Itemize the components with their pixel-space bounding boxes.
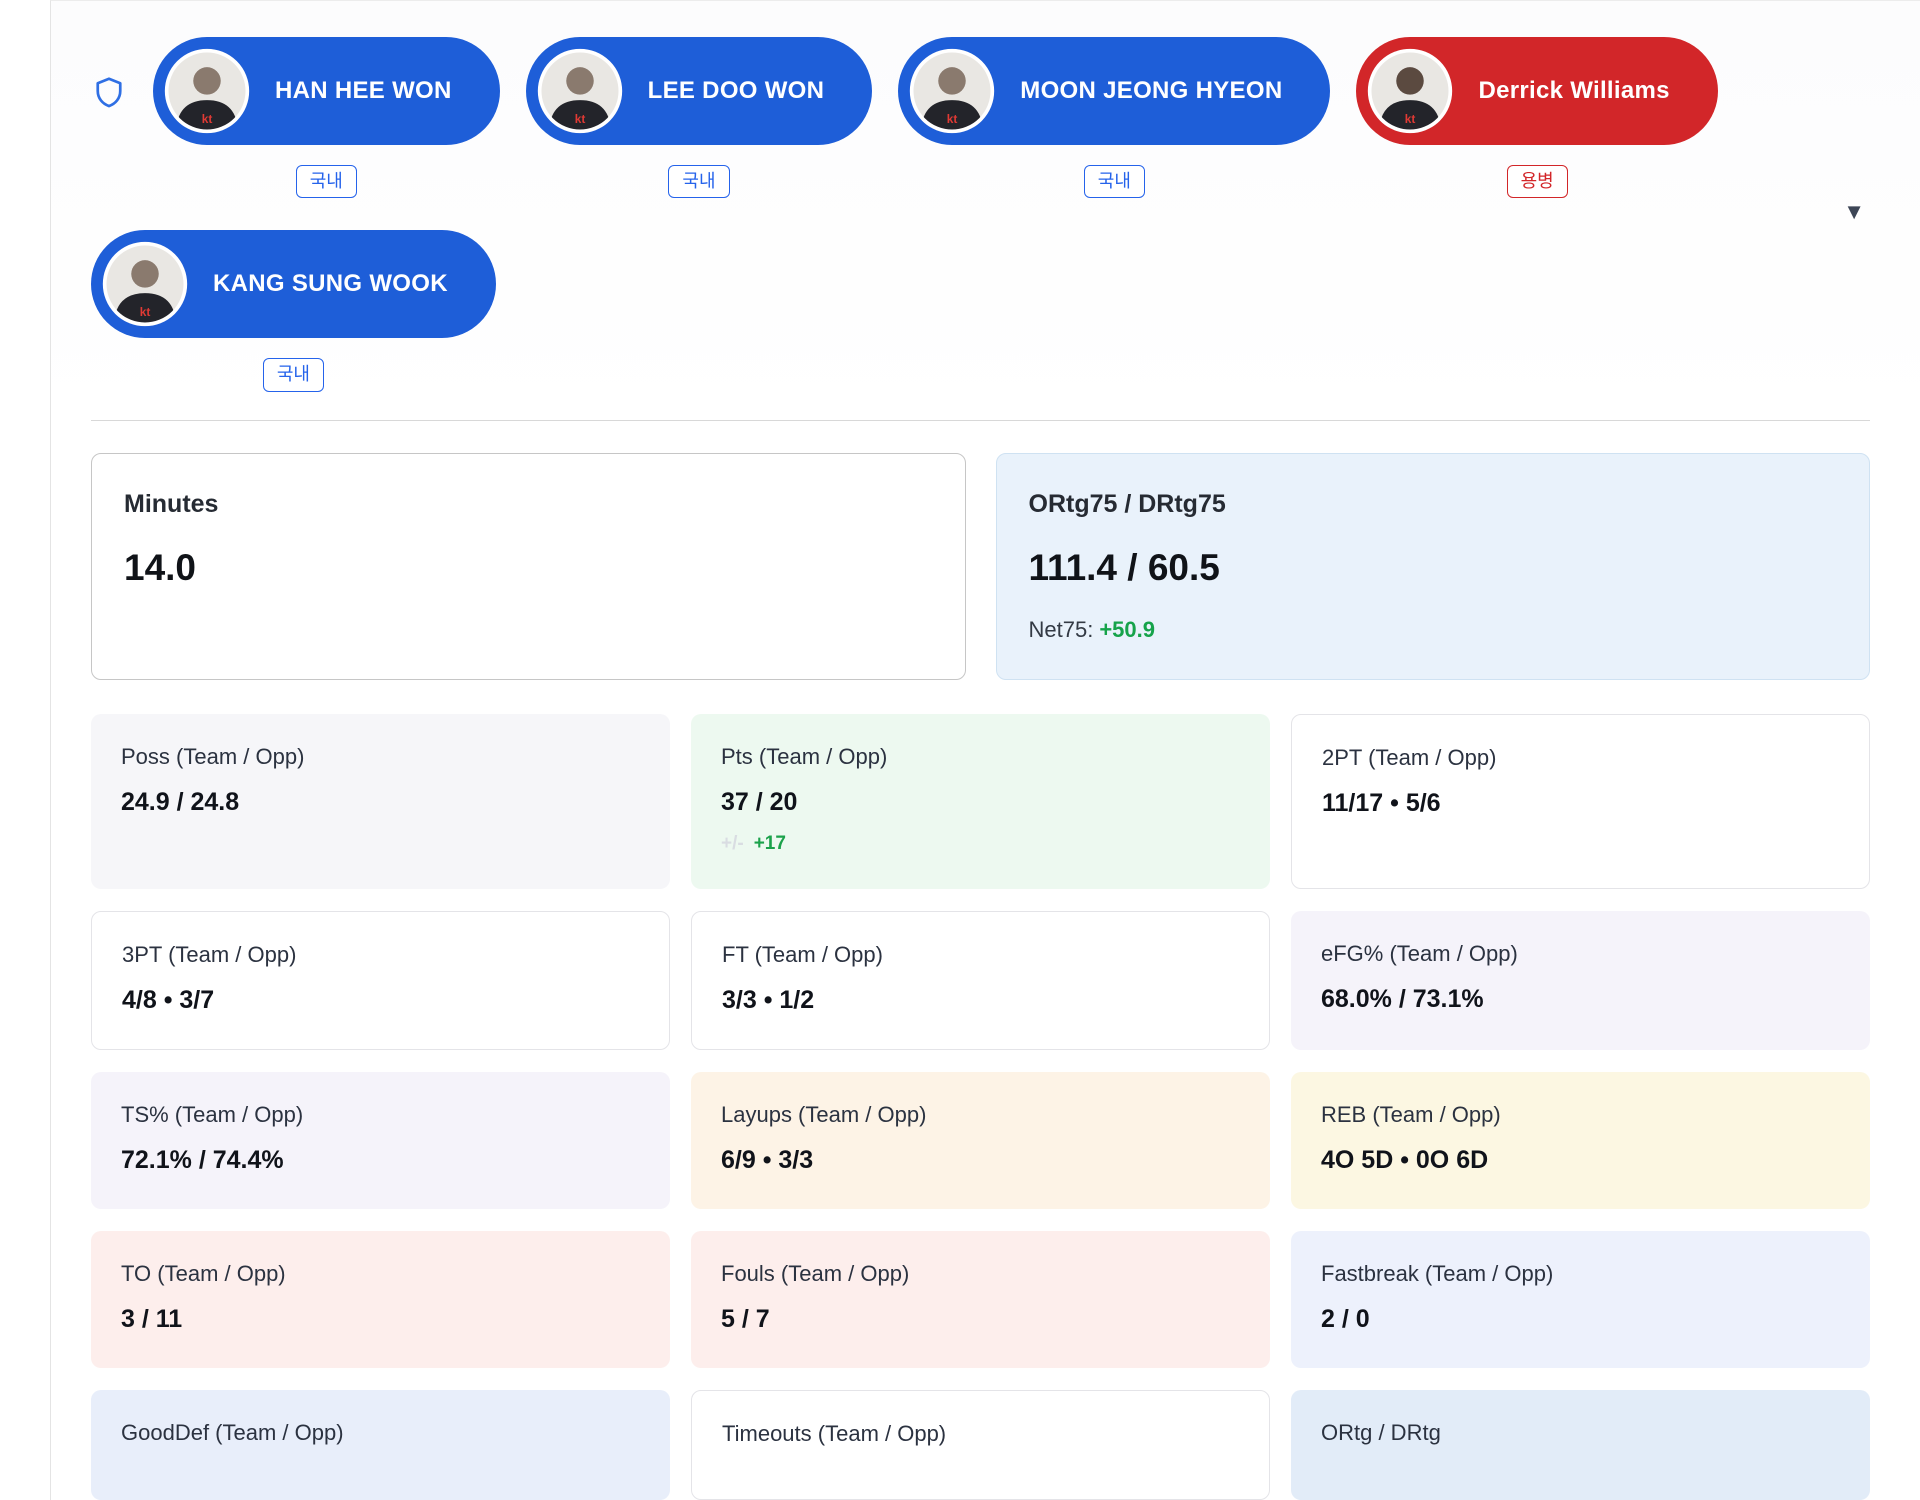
- player-name: HAN HEE WON: [275, 77, 452, 104]
- minutes-label: Minutes: [124, 489, 219, 518]
- minutes-card: Minutes 14.0: [91, 452, 966, 680]
- player-name: Derrick Williams: [1478, 77, 1670, 104]
- stat-label: TO (Team / Opp): [121, 1260, 286, 1286]
- stat-card-reb: REB (Team / Opp) 4O 5D • 0O 6D: [1291, 1071, 1870, 1209]
- svg-text:kt: kt: [947, 112, 958, 126]
- stat-value: 2 / 0: [1321, 1304, 1370, 1333]
- svg-text:kt: kt: [202, 112, 213, 126]
- stat-card-to: TO (Team / Opp) 3 / 11: [91, 1230, 670, 1368]
- stat-label: ORtg / DRtg: [1321, 1419, 1441, 1445]
- stat-value: 72.1% / 74.4%: [121, 1145, 284, 1174]
- stat-label: 2PT (Team / Opp): [1322, 744, 1497, 770]
- stat-value: 4O 5D • 0O 6D: [1321, 1145, 1489, 1174]
- stat-label: 3PT (Team / Opp): [122, 941, 297, 967]
- svg-text:kt: kt: [1405, 112, 1416, 126]
- stat-label: Timeouts (Team / Opp): [722, 1420, 947, 1446]
- collapse-arrow-icon[interactable]: ▼: [1843, 199, 1865, 224]
- player-avatar: kt: [163, 47, 251, 135]
- stat-label: Layups (Team / Opp): [721, 1101, 927, 1127]
- player-pill[interactable]: kt LEE DOO WON: [525, 37, 873, 145]
- player-type-badge: 국내: [1083, 165, 1145, 199]
- stat-card-layups: Layups (Team / Opp) 6/9 • 3/3: [691, 1071, 1270, 1209]
- player-avatar: kt: [1366, 47, 1454, 135]
- stat-card-fastbreak: Fastbreak (Team / Opp) 2 / 0: [1291, 1230, 1870, 1368]
- player-type-badge: 국내: [668, 165, 730, 199]
- stat-card-2pt: 2PT (Team / Opp) 11/17 • 5/6: [1291, 713, 1870, 889]
- stat-label: Fouls (Team / Opp): [721, 1260, 910, 1286]
- rating-card: ORtg75 / DRtg75 111.4 / 60.5 Net75: +50.9: [995, 452, 1870, 680]
- player-avatar: kt: [908, 47, 996, 135]
- stat-label: GoodDef (Team / Opp): [121, 1419, 344, 1445]
- stat-card-ts: TS% (Team / Opp) 72.1% / 74.4%: [91, 1071, 670, 1209]
- player-slot: kt HAN HEE WON 국내: [153, 37, 500, 199]
- stat-card-timeouts: Timeouts (Team / Opp): [691, 1389, 1270, 1500]
- stat-card-efg: eFG% (Team / Opp) 68.0% / 73.1%: [1291, 910, 1870, 1050]
- stat-card-pts: Pts (Team / Opp) 37 / 20 +/- +17: [691, 713, 1270, 889]
- player-slot: kt MOON JEONG HYEON 국내: [898, 37, 1331, 199]
- lineup-row-2: kt KANG SUNG WOOK 국내: [91, 230, 1870, 392]
- stat-card-poss: Poss (Team / Opp) 24.9 / 24.8: [91, 713, 670, 889]
- stat-card-3pt: 3PT (Team / Opp) 4/8 • 3/7: [91, 910, 670, 1050]
- section-divider: [91, 419, 1870, 421]
- stat-label: Poss (Team / Opp): [121, 743, 305, 769]
- plus-minus-label: +/-: [721, 832, 744, 854]
- player-name: LEE DOO WON: [647, 77, 825, 104]
- stat-label: eFG% (Team / Opp): [1321, 940, 1518, 966]
- svg-text:kt: kt: [140, 305, 151, 319]
- stat-card-fouls: Fouls (Team / Opp) 5 / 7: [691, 1230, 1270, 1368]
- stat-card-ft: FT (Team / Opp) 3/3 • 1/2: [691, 910, 1270, 1050]
- net-rating-row: Net75: +50.9: [1029, 617, 1838, 643]
- stat-value: 3/3 • 1/2: [722, 985, 815, 1014]
- stat-value: 5 / 7: [721, 1304, 770, 1333]
- shield-icon: [91, 75, 127, 111]
- minutes-value: 14.0: [124, 546, 197, 588]
- net-rating-label: Net75:: [1028, 616, 1094, 642]
- summary-grid: Minutes 14.0 ORtg75 / DRtg75 111.4 / 60.…: [91, 452, 1870, 680]
- stat-card-gooddef: GoodDef (Team / Opp): [91, 1389, 670, 1500]
- player-type-badge: 용병: [1506, 165, 1568, 199]
- stat-card-ortg-drtg: ORtg / DRtg: [1291, 1389, 1870, 1500]
- stat-value: 6/9 • 3/3: [721, 1145, 814, 1174]
- stat-label: TS% (Team / Opp): [121, 1101, 304, 1127]
- player-avatar: kt: [536, 47, 624, 135]
- player-pill[interactable]: kt HAN HEE WON: [153, 37, 500, 145]
- player-slot: kt Derrick Williams 용병: [1356, 37, 1718, 199]
- rating-value: 111.4 / 60.5: [1028, 546, 1220, 588]
- page-container: kt HAN HEE WON 국내: [50, 0, 1920, 1500]
- stat-value: 68.0% / 73.1%: [1321, 984, 1484, 1013]
- player-type-badge: 국내: [262, 358, 324, 392]
- player-slot: kt KANG SUNG WOOK 국내: [91, 230, 496, 392]
- player-pill[interactable]: kt Derrick Williams: [1356, 37, 1718, 145]
- stat-value: 11/17 • 5/6: [1322, 788, 1441, 817]
- stats-grid: Poss (Team / Opp) 24.9 / 24.8 Pts (Team …: [91, 713, 1870, 1500]
- player-slot: kt LEE DOO WON 국내: [525, 37, 873, 199]
- player-name: MOON JEONG HYEON: [1020, 77, 1283, 104]
- player-avatar: kt: [101, 240, 189, 328]
- stat-value: 24.9 / 24.8: [121, 787, 240, 816]
- stat-label: Pts (Team / Opp): [721, 743, 888, 769]
- lineup-row-1: kt HAN HEE WON 국내: [91, 37, 1870, 199]
- player-type-badge: 국내: [295, 165, 357, 199]
- stat-label: REB (Team / Opp): [1321, 1101, 1501, 1127]
- player-name: KANG SUNG WOOK: [213, 270, 448, 298]
- lineup-section: kt HAN HEE WON 국내: [91, 37, 1870, 392]
- plus-minus-row: +/- +17: [721, 833, 1240, 855]
- stat-value: 3 / 11: [121, 1304, 183, 1333]
- stat-value: 37 / 20: [721, 787, 798, 816]
- rating-label: ORtg75 / DRtg75: [1028, 489, 1226, 518]
- svg-text:kt: kt: [574, 112, 585, 126]
- stat-label: Fastbreak (Team / Opp): [1321, 1260, 1554, 1286]
- stat-label: FT (Team / Opp): [722, 941, 883, 967]
- stat-value: 4/8 • 3/7: [122, 985, 215, 1014]
- player-pill[interactable]: kt KANG SUNG WOOK: [91, 230, 496, 339]
- net-rating-value: +50.9: [1099, 616, 1155, 642]
- plus-minus-value: +17: [753, 832, 786, 854]
- player-pill[interactable]: kt MOON JEONG HYEON: [898, 37, 1331, 145]
